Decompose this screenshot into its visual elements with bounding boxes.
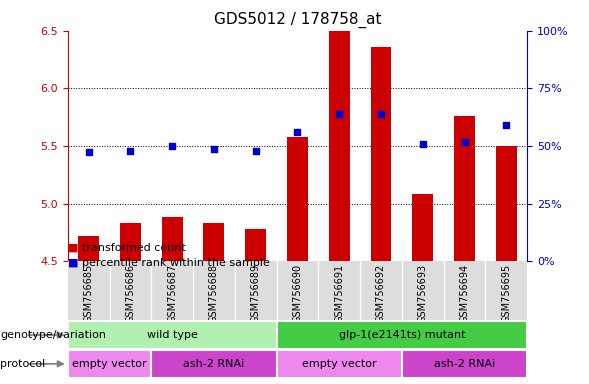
Text: GSM756688: GSM756688 [209, 264, 219, 323]
Point [84, 149, 93, 155]
Point [209, 146, 219, 152]
Point [293, 129, 302, 135]
Text: wild type: wild type [147, 330, 197, 340]
Title: GDS5012 / 178758_at: GDS5012 / 178758_at [214, 12, 381, 28]
Point [376, 111, 386, 117]
Bar [277, 350, 402, 378]
Text: GSM756690: GSM756690 [293, 264, 302, 323]
Bar [454, 116, 475, 261]
Text: ■: ■ [68, 243, 78, 253]
Text: GSM756686: GSM756686 [125, 264, 135, 323]
Point [125, 147, 135, 154]
Text: GSM756687: GSM756687 [167, 264, 177, 323]
Bar [245, 229, 266, 261]
Bar [329, 31, 350, 261]
Point [335, 111, 344, 117]
Text: genotype/variation: genotype/variation [0, 330, 106, 340]
Text: ■: ■ [68, 258, 78, 268]
Bar [370, 47, 392, 261]
Point [251, 147, 260, 154]
Text: percentile rank within the sample: percentile rank within the sample [82, 258, 270, 268]
Text: glp-1(e2141ts) mutant: glp-1(e2141ts) mutant [339, 330, 465, 340]
Bar [287, 137, 308, 261]
Text: protocol: protocol [0, 359, 45, 369]
Text: GSM756694: GSM756694 [459, 264, 469, 323]
Text: GSM756691: GSM756691 [334, 264, 344, 323]
Text: transformed count: transformed count [82, 243, 186, 253]
Text: GSM756695: GSM756695 [501, 264, 511, 323]
Bar [120, 223, 141, 261]
Text: GSM756689: GSM756689 [251, 264, 261, 323]
Point [418, 141, 428, 147]
Point [167, 143, 177, 149]
Point [502, 122, 511, 128]
Bar [162, 217, 183, 261]
Text: GSM756685: GSM756685 [84, 264, 94, 323]
Bar [151, 350, 277, 378]
Text: empty vector: empty vector [302, 359, 376, 369]
Bar [277, 321, 527, 349]
Text: empty vector: empty vector [72, 359, 147, 369]
Bar [496, 146, 517, 261]
Text: ash-2 RNAi: ash-2 RNAi [183, 359, 244, 369]
Bar [412, 194, 433, 261]
Bar [78, 236, 99, 261]
Text: ash-2 RNAi: ash-2 RNAi [434, 359, 495, 369]
Text: GSM756693: GSM756693 [418, 264, 428, 323]
Bar [203, 223, 224, 261]
Point [460, 139, 469, 146]
Bar [68, 350, 151, 378]
Bar [68, 321, 277, 349]
Text: GSM756692: GSM756692 [376, 264, 386, 323]
Bar [402, 350, 527, 378]
